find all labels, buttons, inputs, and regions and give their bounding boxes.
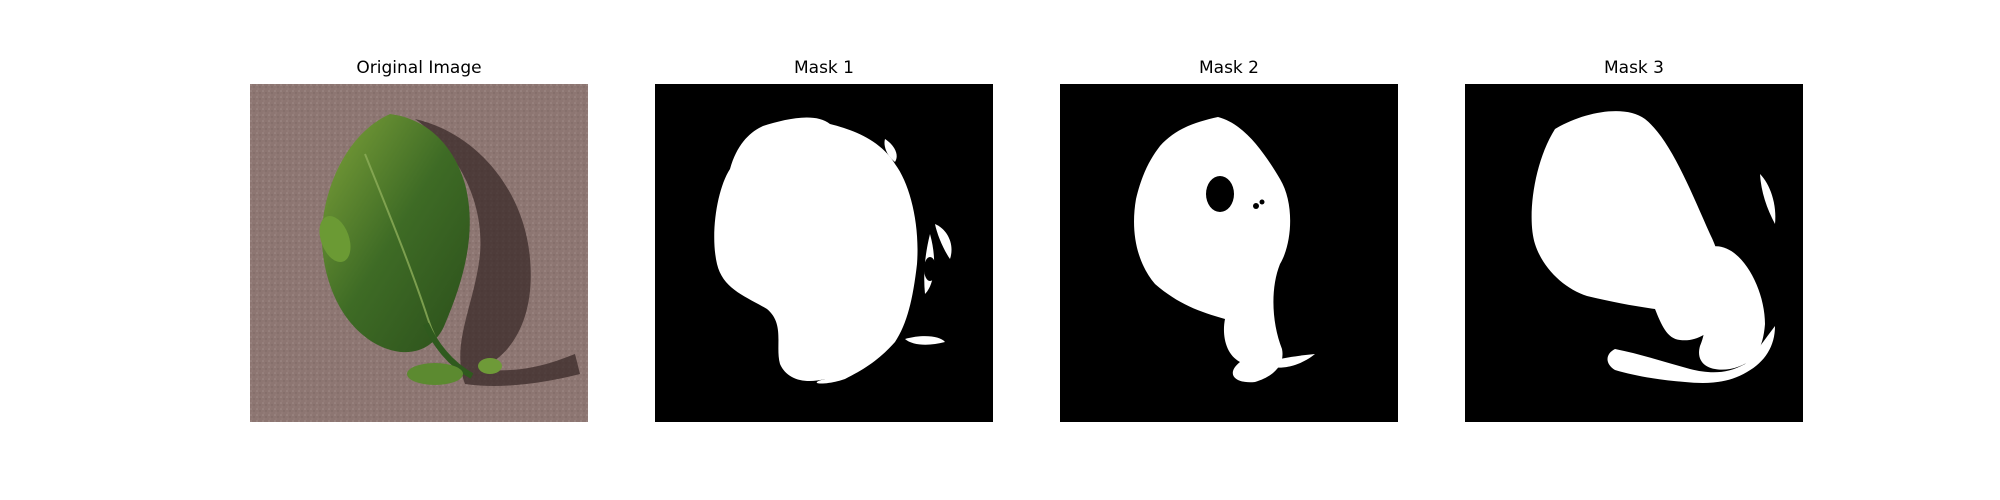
mask-hole (924, 257, 936, 281)
mask-1-image (655, 84, 993, 422)
mask-2-image (1060, 84, 1398, 422)
mask-fragment (1760, 174, 1776, 224)
small-leaf (478, 358, 502, 374)
panel-title: Mask 2 (1198, 58, 1259, 78)
mask-region (1531, 111, 1724, 341)
panel-title: Mask 3 (1603, 58, 1664, 78)
small-leaf (407, 363, 463, 385)
leaf-shadow (415, 119, 580, 386)
mask-3-image (1465, 84, 1803, 422)
leaf-stem (423, 322, 474, 379)
mask-fragment (1699, 246, 1765, 370)
mask-hole (1259, 199, 1265, 205)
side-leaflet (319, 215, 351, 263)
mask-region (1134, 117, 1291, 383)
mask-region (714, 117, 918, 384)
mask-fragment (884, 139, 897, 162)
mask-fragment (905, 336, 945, 345)
original-leaf-photo (250, 84, 588, 422)
mask-fragment (935, 224, 952, 259)
mask-fragment (1260, 354, 1315, 368)
mask-fragment (1607, 326, 1775, 383)
panel-title: Mask 1 (793, 58, 854, 78)
mask-hole (1253, 203, 1259, 209)
panel-title: Original Image (356, 58, 482, 78)
mask-hole (1206, 176, 1234, 212)
